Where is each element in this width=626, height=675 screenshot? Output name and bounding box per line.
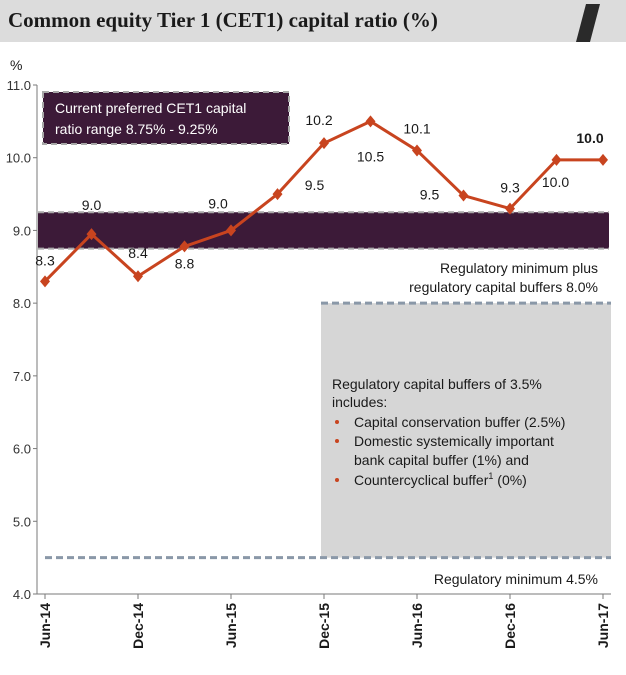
regulatory-minimum-plus-label-line1: Regulatory minimum plus xyxy=(440,260,598,276)
data-label: 8.8 xyxy=(175,255,195,271)
x-tick-label: Jun-15 xyxy=(223,603,239,648)
preferred-range-label-line2: ratio range 8.75% - 9.25% xyxy=(55,121,218,137)
data-label: 10.0 xyxy=(542,174,569,190)
data-label: 10.5 xyxy=(357,148,384,164)
preferred-range-band xyxy=(38,212,609,249)
data-label: 10.2 xyxy=(305,112,332,128)
bullet-dot xyxy=(335,439,339,443)
footnote-superscript: 1 xyxy=(488,471,493,481)
buffer-box xyxy=(321,303,611,558)
y-axis-unit-label: % xyxy=(10,57,22,73)
data-point-marker xyxy=(365,115,376,128)
data-label: 10.1 xyxy=(403,120,430,136)
data-point-marker xyxy=(86,228,97,241)
cet1-line-chart: Current preferred CET1 capital ratio rang… xyxy=(6,57,611,649)
data-point-marker xyxy=(133,270,143,283)
data-point-marker xyxy=(458,189,469,202)
title-accent-mark xyxy=(576,4,600,42)
y-tick-label: 10.0 xyxy=(6,151,31,166)
x-tick-label: Jun-14 xyxy=(37,603,53,648)
buffer-box-heading-line1: Regulatory capital buffers of 3.5% xyxy=(332,376,542,392)
preferred-range-callout xyxy=(42,91,290,145)
regulatory-minimum-plus-label-line2: regulatory capital buffers 8.0% xyxy=(409,279,598,295)
title-band xyxy=(0,0,626,42)
data-label: 8.3 xyxy=(35,252,55,268)
data-label: 9.3 xyxy=(500,180,520,196)
buffer-bullet-text: Capital conservation buffer (2.5%) xyxy=(354,414,565,430)
data-point-marker xyxy=(551,153,562,166)
y-tick-label: 4.0 xyxy=(13,587,31,602)
data-point-marker xyxy=(226,224,236,237)
y-tick-label: 11.0 xyxy=(7,78,31,93)
y-tick-label: 5.0 xyxy=(13,514,31,529)
data-point-marker xyxy=(40,275,50,288)
bullet-dot xyxy=(335,478,339,482)
y-tick-label: 9.0 xyxy=(13,223,31,238)
data-point-marker xyxy=(505,202,515,215)
data-label: 8.4 xyxy=(128,245,148,261)
buffer-bullet-text: Countercyclical buffer1 (0%) xyxy=(354,471,527,488)
bullet-dot xyxy=(335,420,339,424)
data-label: 10.0 xyxy=(576,130,603,146)
data-point-marker xyxy=(598,153,608,166)
preferred-range-label-line1: Current preferred CET1 capital xyxy=(55,100,246,116)
data-point-marker xyxy=(319,137,329,150)
chart-title: Common equity Tier 1 (CET1) capital rati… xyxy=(8,8,438,32)
x-tick-label: Dec-14 xyxy=(130,603,146,649)
regulatory-minimum-label: Regulatory minimum 4.5% xyxy=(434,571,598,587)
x-tick-label: Dec-15 xyxy=(316,603,332,649)
data-label: 9.5 xyxy=(305,177,325,193)
data-point-marker xyxy=(272,188,283,201)
x-tick-label: Dec-16 xyxy=(502,603,518,649)
y-tick-label: 8.0 xyxy=(13,296,31,311)
x-tick-label: Jun-16 xyxy=(409,603,425,648)
buffer-bullet-main: Countercyclical buffer xyxy=(354,472,489,488)
data-point-marker xyxy=(179,240,190,253)
buffer-box-heading-line2: includes: xyxy=(332,394,387,410)
data-label: 9.5 xyxy=(420,187,440,203)
buffer-bullet-rest: (0%) xyxy=(493,472,526,488)
data-label: 9.0 xyxy=(208,195,228,211)
y-tick-label: 7.0 xyxy=(13,369,31,384)
data-point-marker xyxy=(412,144,422,157)
buffer-bullet-text: Domestic systemically important xyxy=(354,433,554,449)
data-label: 9.0 xyxy=(82,197,102,213)
x-tick-label: Jun-17 xyxy=(595,603,611,648)
y-tick-label: 6.0 xyxy=(13,442,31,457)
buffer-bullet-text-line2: bank capital buffer (1%) and xyxy=(354,452,529,468)
